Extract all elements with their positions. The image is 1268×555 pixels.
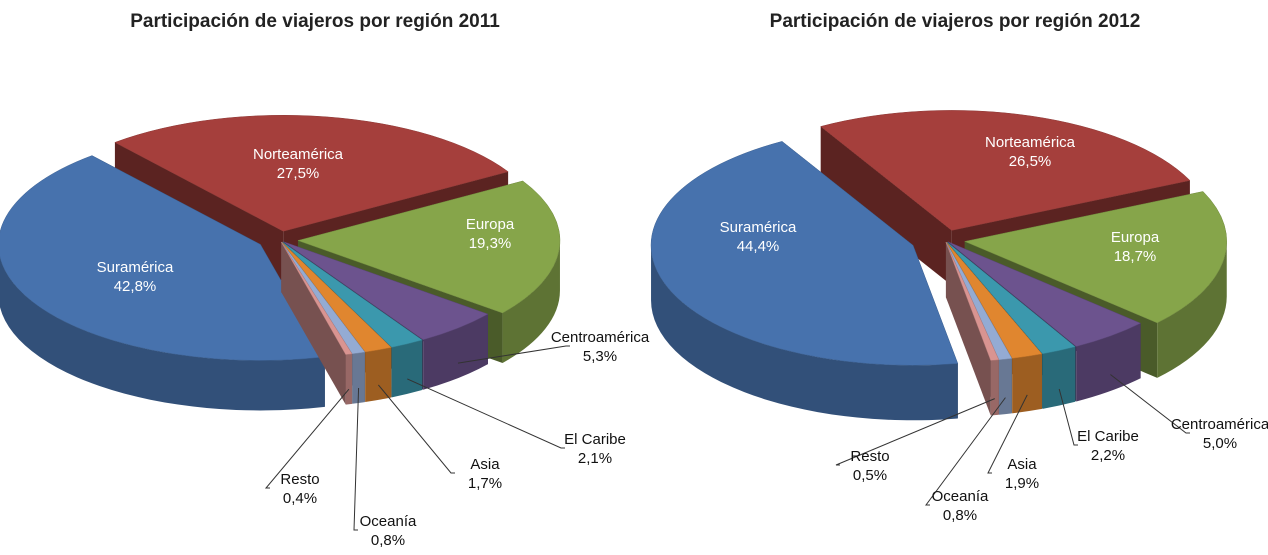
leader-line <box>1058 388 1078 446</box>
slice-wall <box>1012 353 1042 414</box>
leader-line <box>987 394 1028 474</box>
leader-line <box>925 397 1006 506</box>
slice-value-label: 2,1% <box>578 450 612 467</box>
leader-line <box>835 398 995 466</box>
slice <box>283 241 489 341</box>
slice-wall <box>1157 241 1227 378</box>
slice-value-label: 1,7% <box>468 475 502 492</box>
slice-wall <box>0 256 325 411</box>
pie <box>0 115 561 411</box>
slice-wall <box>391 340 423 398</box>
leader-line <box>377 384 455 474</box>
slice-wall <box>990 359 999 416</box>
slice-value-label: 27,5% <box>277 165 320 182</box>
slice-label: Oceanía <box>932 488 989 505</box>
slice-label: Oceanía <box>360 513 417 530</box>
slice-label: Norteamérica <box>985 134 1076 151</box>
slice-value-label: 1,9% <box>1005 475 1039 492</box>
slice <box>946 242 1043 359</box>
slice-label: Europa <box>1111 229 1160 246</box>
slice-value-label: 26,5% <box>1009 153 1052 170</box>
slice-label: Europa <box>466 216 515 233</box>
slice-wall <box>352 352 365 404</box>
leader-line <box>1110 374 1190 434</box>
slice-wall <box>998 358 1012 415</box>
slice-wall <box>345 353 353 405</box>
slice-side <box>281 242 346 405</box>
slice-wall <box>365 347 392 403</box>
slice <box>963 191 1227 324</box>
slice-label: Resto <box>280 471 319 488</box>
slice-label: Suramérica <box>97 259 174 276</box>
slice <box>946 241 1076 355</box>
slice <box>650 141 959 366</box>
slice-label: El Caribe <box>1077 428 1139 445</box>
slice-value-label: 5,0% <box>1203 435 1237 452</box>
leader-line <box>407 378 565 449</box>
slice-value-label: 5,3% <box>583 348 617 365</box>
slice-value-label: 0,8% <box>371 532 405 549</box>
slice <box>0 155 326 361</box>
slice-label: El Caribe <box>564 431 626 448</box>
slice-wall <box>651 245 958 421</box>
slice-value-label: 42,8% <box>114 278 157 295</box>
slice-value-label: 2,2% <box>1091 447 1125 464</box>
slice-wall <box>423 314 488 390</box>
slice <box>947 241 1142 347</box>
slice-value-label: 18,7% <box>1114 248 1157 265</box>
slice-side <box>820 126 952 286</box>
slice-side <box>945 242 991 416</box>
slice-wall <box>1076 323 1141 402</box>
leader-line <box>457 345 570 364</box>
slice-label: Norteamérica <box>253 146 344 163</box>
slice <box>282 241 423 348</box>
slice-label: Asia <box>470 456 500 473</box>
chart-title: Participación de viajeros por región 201… <box>130 11 500 32</box>
slice-label: Suramérica <box>720 219 797 236</box>
slice <box>114 115 509 232</box>
slice-value-label: 0,5% <box>853 467 887 484</box>
slice-label: Centroamérica <box>1171 416 1268 433</box>
slice <box>945 242 1000 361</box>
slice-value-label: 0,8% <box>943 507 977 524</box>
slice-wall <box>502 240 560 363</box>
slice <box>297 180 561 314</box>
pie <box>650 110 1227 421</box>
slice-label: Resto <box>850 448 889 465</box>
slice-value-label: 0,4% <box>283 490 317 507</box>
slice-value-label: 44,4% <box>737 238 780 255</box>
slice <box>281 241 392 353</box>
slice-value-label: 19,3% <box>469 235 512 252</box>
slice <box>281 242 353 355</box>
chart-title: Participación de viajeros por región 201… <box>770 11 1141 32</box>
slice-label: Centroamérica <box>551 329 650 346</box>
slice <box>820 110 1191 231</box>
slice-label: Asia <box>1007 456 1037 473</box>
slice-wall <box>1042 346 1076 409</box>
leader-line <box>264 388 350 489</box>
leader-line <box>353 387 360 531</box>
